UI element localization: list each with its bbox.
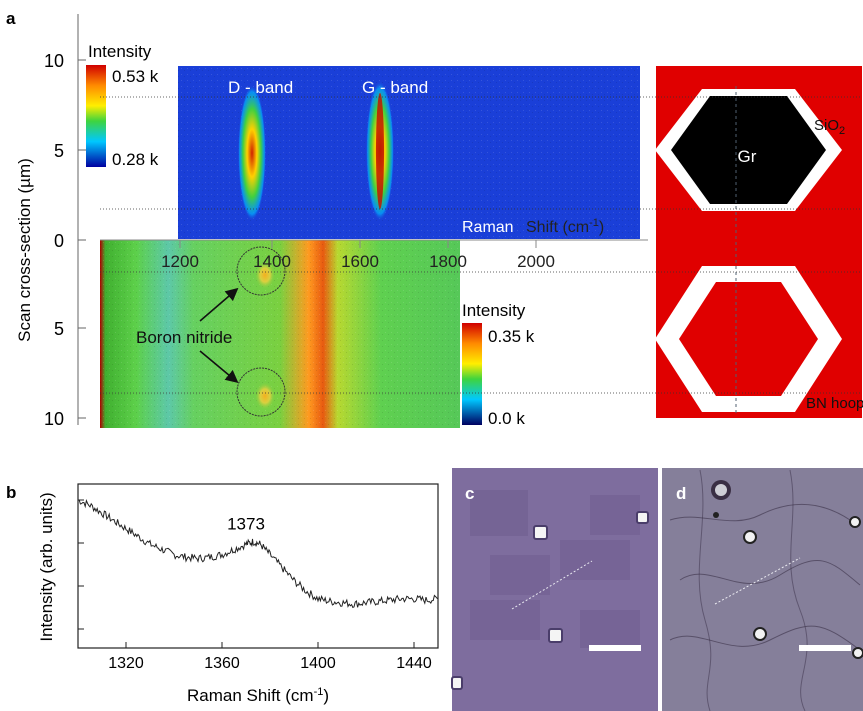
top-colorbar-min: 0.28 k <box>112 150 159 169</box>
flake-region <box>580 610 640 648</box>
g-band-core <box>376 93 384 209</box>
grain-boundary <box>669 503 851 522</box>
d-band-stripe <box>238 85 266 221</box>
bn-spot-lower <box>255 382 275 410</box>
grain-boundary <box>698 469 712 711</box>
x-tick-label: 1320 <box>108 655 144 672</box>
flake-region <box>490 555 550 595</box>
flake-region <box>590 495 640 535</box>
g-band-label: G - band <box>362 78 428 97</box>
map-noise <box>100 240 460 428</box>
scale-bar <box>589 645 641 651</box>
panel-letter-b: b <box>6 483 16 502</box>
bn-circle-lower <box>236 367 286 417</box>
particle <box>548 628 563 643</box>
panel-letter-c: c <box>465 484 474 503</box>
particle <box>743 530 757 544</box>
x-tick-label: 1360 <box>204 655 240 672</box>
spectrum-x-ticks: 1320 1360 1400 1440 <box>108 642 432 672</box>
particle <box>713 512 719 518</box>
boron-nitride-label: Boron nitride <box>136 328 232 347</box>
micrograph-d-background <box>662 468 863 711</box>
panel-letter-d: d <box>676 484 686 503</box>
x-tick-label: 1400 <box>253 252 291 271</box>
grain-boundary <box>669 625 861 651</box>
spectrum-x-label: Raman Shift (cm-1) <box>187 686 329 705</box>
panel-c-micrograph: c <box>451 468 658 711</box>
x-tick-label: 1200 <box>161 252 199 271</box>
bottom-colorbar-title: Intensity <box>462 301 526 320</box>
bottom-colorbar <box>462 323 482 425</box>
spectrum-line <box>77 499 439 609</box>
panel-b-spectrum: Intensity (arb. units) 1320 1360 1400 1440 … <box>37 483 439 705</box>
graphene-flake <box>671 96 826 204</box>
bottom-colorbar-min: 0.0 k <box>488 409 525 428</box>
bn-hoop-inner <box>679 282 818 396</box>
y-tick-label: 10 <box>44 409 64 429</box>
particle <box>636 511 649 524</box>
bn-spot-upper <box>255 261 275 289</box>
y-tick-label: 10 <box>44 51 64 71</box>
top-colorbar-title: Intensity <box>88 42 152 61</box>
x-tick-label: 1400 <box>300 655 336 672</box>
arrow-upper <box>199 287 239 322</box>
particle <box>852 647 863 659</box>
particle <box>753 627 767 641</box>
particle <box>533 525 548 540</box>
peak-annotation: 1373 <box>227 515 265 534</box>
particle <box>849 516 861 528</box>
panel-d-micrograph: d <box>662 468 863 711</box>
x-tick-label: 1800 <box>429 252 467 271</box>
panel-a: Scan cross-section (µm) 10 5 0 5 10 Inte… <box>15 14 863 429</box>
top-colorbar-max: 0.53 k <box>112 67 159 86</box>
sio2-label: SiO2 <box>814 117 845 137</box>
panel-letter-a: a <box>6 9 16 28</box>
scan-path <box>511 560 593 610</box>
y-axis-label: Scan cross-section (µm) <box>15 158 34 342</box>
x-tick-label: 1600 <box>341 252 379 271</box>
scan-path <box>714 557 801 605</box>
y-tick-label: 0 <box>54 231 64 251</box>
x-tick-label: 1440 <box>396 655 432 672</box>
particle <box>715 484 727 496</box>
flake-region <box>470 600 540 640</box>
bn-hoop-label: BN hoop <box>806 395 863 412</box>
flake-region <box>470 490 528 536</box>
y-tick-label: 5 <box>54 141 64 161</box>
spectrum-frame <box>77 483 439 649</box>
arrow-lower <box>199 350 239 384</box>
x-axis-label-part2: Shift (cm-1) <box>526 217 604 236</box>
y-tick-label: 5 <box>54 319 64 339</box>
bn-circle-upper <box>236 246 286 296</box>
bottom-colorbar-max: 0.35 k <box>488 327 535 346</box>
d-band-label: D - band <box>228 78 293 97</box>
particle <box>451 676 463 690</box>
x-tick-label: 2000 <box>517 252 555 271</box>
gr-label: Gr <box>738 147 757 166</box>
grain-boundary <box>679 560 861 586</box>
top-colorbar <box>86 65 106 167</box>
scale-bar <box>799 645 851 651</box>
grain-boundary <box>789 469 808 711</box>
spectrum-y-label: Intensity (arb. units) <box>37 492 56 641</box>
x-axis-label-part1: Raman <box>462 219 514 236</box>
